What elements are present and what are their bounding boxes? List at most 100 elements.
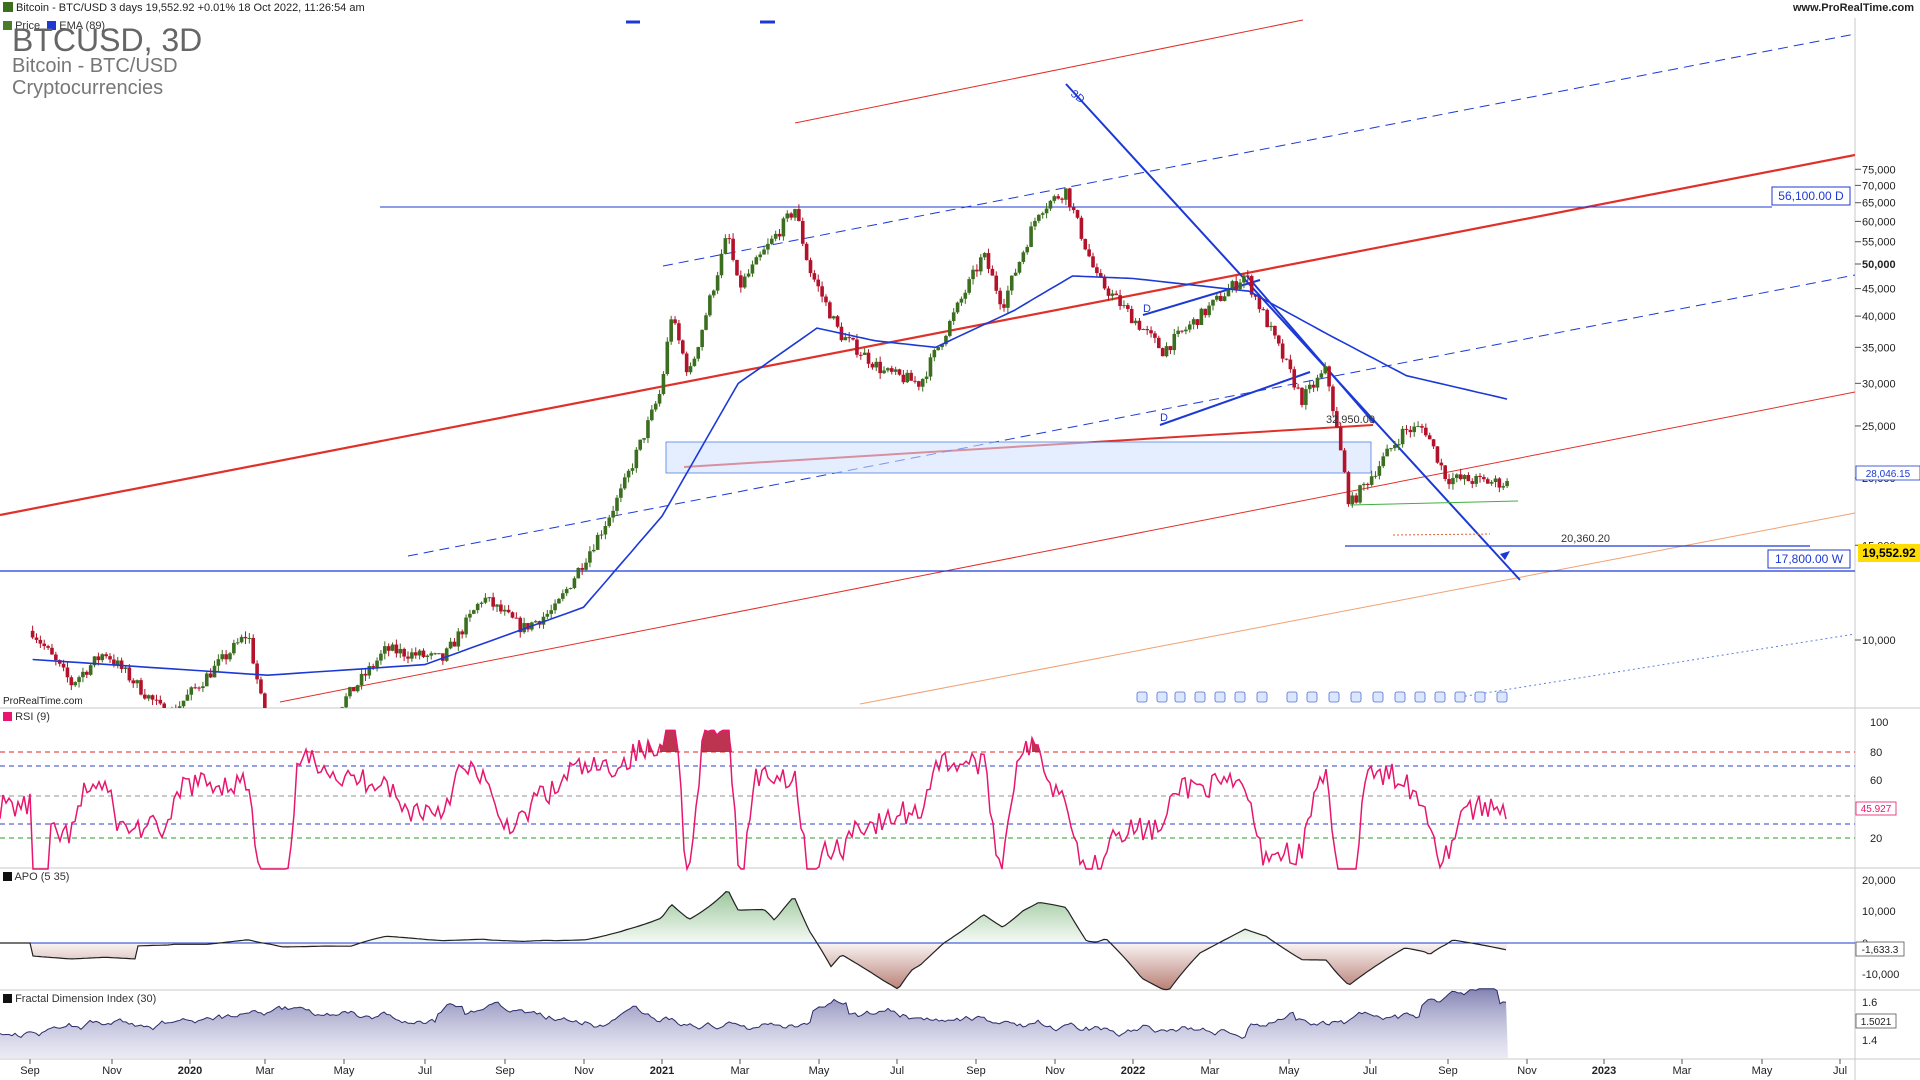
candle-body-152 (619, 488, 623, 498)
candle-body-373 (1474, 475, 1478, 484)
time-tick-label: 2023 (1592, 1065, 1616, 1077)
fdi-title-text: Fractal Dimension Index (30) (15, 993, 157, 1005)
event-icon-13 (1414, 691, 1426, 703)
price-legend-label[interactable]: Price (15, 20, 41, 32)
candle-body-39 (181, 700, 186, 707)
time-tick-label: May (334, 1065, 355, 1077)
candle-body-205 (824, 296, 828, 303)
candle-body-58 (255, 663, 259, 680)
fdi-title[interactable]: Fractal Dimension Index (30) (3, 993, 156, 1005)
candle-body-55 (243, 636, 248, 639)
candle-body-286 (1137, 320, 1142, 330)
candle-body-144 (588, 551, 592, 563)
rsi-title[interactable]: RSI (9) (3, 711, 50, 723)
candle-body-220 (882, 370, 886, 374)
event-markers[interactable] (1136, 691, 1508, 703)
candle-body-283 (1126, 305, 1130, 309)
candle-body-28 (139, 680, 143, 695)
candle-body-109 (452, 641, 457, 647)
candle-body-199 (800, 221, 805, 244)
flag-bottom (1159, 371, 1311, 426)
candle-body-128 (526, 623, 530, 630)
price-panel[interactable] (0, 19, 1855, 817)
candle-body-95 (398, 648, 403, 654)
level-56100-box (1771, 186, 1851, 206)
candle-body-334 (1323, 366, 1328, 374)
candle-body-309 (1226, 289, 1231, 297)
candle-body-14 (84, 671, 89, 675)
time-axis[interactable]: Sep Nov 2020 Mar May Jul Sep Nov 2021 Mar May Jul Se… (20, 1059, 1847, 1077)
fdi-panel[interactable]: 1.6 1.4 (0, 988, 1877, 1058)
candle-body-350 (1385, 448, 1389, 457)
dashed-mid-blue (407, 274, 1855, 557)
candle-body-276 (1098, 273, 1103, 278)
candle-body-104 (433, 653, 437, 655)
candle-body-156 (634, 449, 639, 469)
candle-body-65 (282, 802, 286, 812)
event-icon-8 (1306, 691, 1318, 703)
event-icon-2 (1174, 691, 1186, 703)
rsi-tick-label: 100 (1870, 717, 1888, 729)
candle-body-54 (239, 636, 244, 643)
candle-body-85 (359, 673, 364, 686)
level-20360-label: 20,360.20 (1561, 533, 1610, 545)
candle-body-93 (390, 644, 395, 651)
candle-body-335 (1327, 366, 1331, 387)
candle-body-303 (1203, 308, 1208, 316)
candle-body-119 (491, 597, 495, 607)
candle-body-149 (607, 517, 612, 526)
price-tick-label: 35,000 (1862, 342, 1896, 354)
candle-body-343 (1358, 485, 1362, 503)
rsi-tick-label: 20 (1870, 833, 1882, 845)
candle-body-239 (955, 302, 960, 313)
price-legend-swatch (3, 21, 12, 30)
candle-body-169 (684, 353, 689, 373)
candle-body-200 (804, 243, 809, 261)
candle-body-123 (506, 609, 511, 613)
time-tick-label: Jul (418, 1065, 432, 1077)
candle-body-67 (290, 787, 294, 806)
candle-body-174 (704, 315, 708, 330)
candle-body-183 (739, 275, 743, 288)
ema-legend-label[interactable]: EMA (89) (59, 20, 106, 32)
candle-body-143 (584, 562, 588, 570)
event-icon-12 (1394, 691, 1406, 703)
dotted-lower-blue (1459, 633, 1855, 698)
candle-body-329 (1304, 389, 1308, 405)
candle-body-357 (1412, 426, 1417, 433)
price-axis[interactable]: 75,000 70,000 65,000 60,000 55,000 50,000 45,0… (1855, 164, 1896, 647)
candle-body-353 (1396, 444, 1401, 446)
candle-body-269 (1071, 206, 1076, 211)
candle-body-189 (762, 249, 766, 255)
candle-body-177 (715, 275, 720, 291)
candle-body-101 (421, 650, 426, 657)
candle-body-132 (541, 616, 546, 625)
candle-body-381 (1505, 481, 1509, 487)
candle-body-219 (878, 361, 882, 374)
candle-body-96 (402, 648, 406, 657)
price-tick-label: 65,000 (1862, 198, 1896, 210)
candle-body-37 (174, 710, 178, 713)
candle-body-75 (321, 730, 325, 740)
candle-body-250 (998, 290, 1002, 305)
channel-lower-red (279, 391, 1855, 703)
candle-body-311 (1234, 281, 1239, 290)
candle-body-218 (874, 361, 879, 368)
apo-title[interactable]: APO (5 35) (3, 871, 69, 883)
price-tick-label: 40,000 (1862, 311, 1896, 323)
rsi-panel[interactable]: 10080604020 (0, 717, 1888, 872)
event-icon-7 (1286, 691, 1298, 703)
candle-body-142 (580, 567, 584, 570)
ema-value-tag (1855, 465, 1920, 481)
site-label[interactable]: www.ProRealTime.com (1792, 2, 1914, 14)
candle-body-247 (986, 253, 991, 269)
candle-body-378 (1493, 478, 1498, 483)
candle-body-66 (286, 806, 290, 812)
candle-body-266 (1060, 198, 1064, 200)
candle-body-150 (611, 510, 615, 518)
ema-value: 28,046.15 (1866, 469, 1911, 480)
header-title: Bitcoin - BTC/USD 3 days 19,552.92 +0.01… (16, 2, 365, 14)
candle-body-370 (1462, 475, 1467, 480)
